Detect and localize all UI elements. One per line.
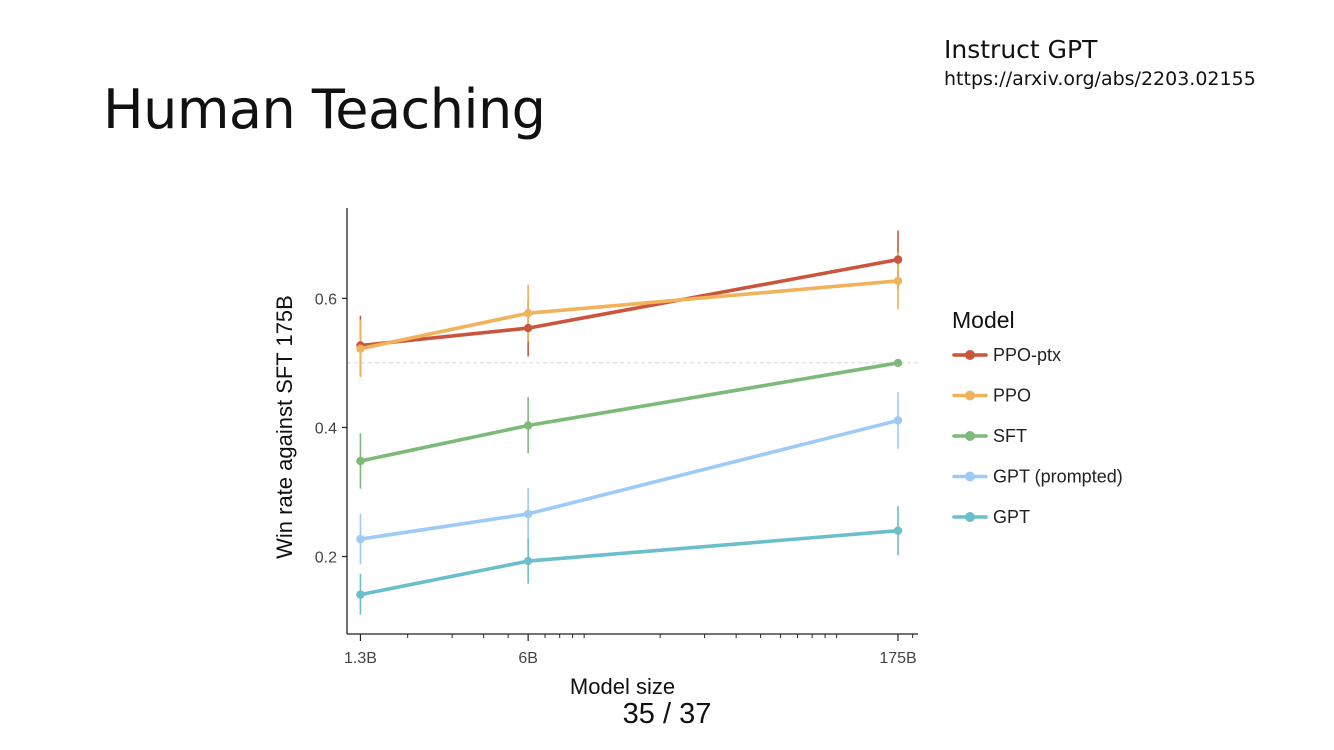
reference-title: Instruct GPT — [944, 35, 1098, 64]
page-number-text: 35 / 37 — [622, 698, 712, 730]
legend-swatch-dot — [965, 350, 975, 360]
slide-title: Human Teaching — [103, 78, 546, 141]
x-tick-label: 1.3B — [344, 650, 377, 667]
y-tick-label: 0.2 — [315, 550, 337, 567]
legend-swatch-dot — [965, 390, 975, 401]
legend-title: Model — [952, 307, 1015, 333]
legend-swatch-dot — [965, 471, 975, 482]
x-axis-label: Model size — [570, 674, 675, 699]
x-tick-label: 175B — [879, 650, 916, 667]
data-point — [523, 309, 533, 318]
series-line — [358, 528, 900, 597]
data-point — [523, 323, 533, 333]
data-point — [356, 344, 365, 353]
data-point — [356, 590, 365, 599]
data-point — [893, 416, 903, 425]
series-line — [358, 361, 900, 463]
legend-swatch-dot — [965, 512, 975, 522]
legend-label: SFT — [993, 426, 1027, 446]
legend-label: GPT — [993, 507, 1030, 527]
reference-block: Instruct GPT https://arxiv.org/abs/2203.… — [944, 34, 1256, 92]
data-point — [893, 526, 903, 535]
data-point — [893, 255, 903, 264]
legend-label: PPO — [993, 386, 1031, 406]
data-point — [523, 421, 533, 430]
legend-label: PPO-ptx — [993, 345, 1061, 365]
data-point — [523, 509, 533, 519]
data-point — [523, 556, 533, 566]
y-tick-label: 0.4 — [315, 420, 337, 437]
y-axis-label: Win rate against SFT 175B — [272, 295, 297, 559]
data-point — [356, 456, 365, 466]
reference-link[interactable]: https://arxiv.org/abs/2203.02155 — [944, 68, 1256, 90]
legend-label: GPT (prompted) — [993, 467, 1123, 487]
data-point — [893, 358, 903, 368]
page-number: 35 / 37 — [0, 696, 1334, 732]
data-point — [356, 534, 365, 544]
x-tick-label: 6B — [518, 650, 538, 667]
y-tick-label: 0.6 — [315, 291, 337, 308]
data-point — [893, 276, 903, 286]
legend-swatch-dot — [965, 431, 975, 441]
series-line — [358, 418, 900, 541]
